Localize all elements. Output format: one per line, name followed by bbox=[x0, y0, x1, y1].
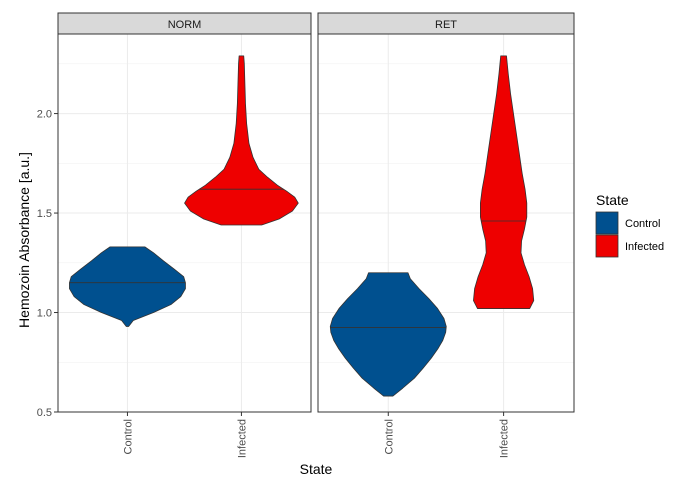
violin-control bbox=[329, 272, 447, 397]
violin-infected bbox=[473, 55, 535, 309]
legend-label: Infected bbox=[625, 241, 664, 253]
facet-strip bbox=[57, 12, 312, 35]
y-tick-label: 2.0 bbox=[37, 109, 52, 121]
x-tick-label: Control bbox=[383, 419, 395, 454]
x-tick-label: Control bbox=[122, 419, 134, 454]
y-tick-label: 1.5 bbox=[37, 208, 52, 220]
facet-label: NORM bbox=[168, 19, 202, 31]
y-axis-title: Hemozoin Absorbance [a.u.] bbox=[16, 152, 32, 328]
panel-background bbox=[58, 34, 311, 412]
x-axis-title: State bbox=[300, 461, 333, 477]
x-tick-label: Infected bbox=[499, 419, 511, 458]
facet-strip bbox=[317, 12, 575, 35]
legend-label: Control bbox=[625, 218, 660, 230]
violin-control bbox=[69, 246, 186, 327]
legend-key-infected bbox=[595, 234, 619, 258]
y-tick-label: 1.0 bbox=[37, 308, 52, 320]
x-tick-label: Infected bbox=[236, 419, 248, 458]
legend-title: State bbox=[596, 192, 629, 208]
facet-label: RET bbox=[435, 19, 457, 31]
y-tick-label: 0.5 bbox=[37, 407, 52, 419]
legend-key-control bbox=[595, 211, 619, 235]
